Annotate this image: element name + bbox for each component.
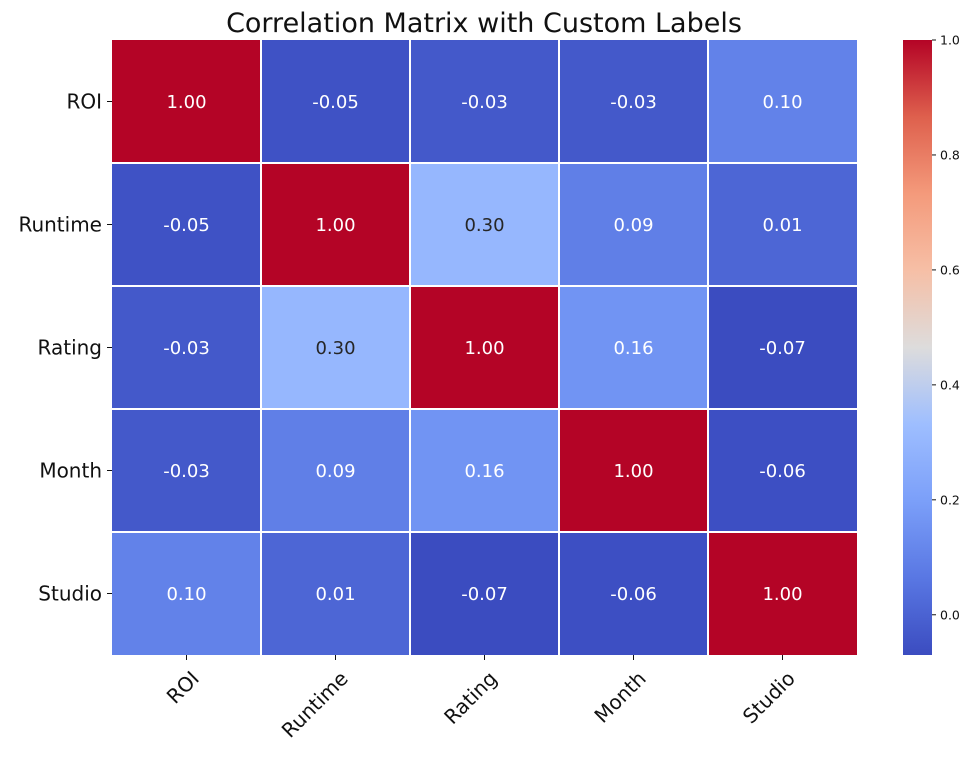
heatmap-cell-label: 1.00 [613, 461, 653, 482]
heatmap-cell-label: 0.16 [613, 338, 653, 359]
x-tick-label: ROI [162, 666, 204, 708]
x-tick-label: Runtime [277, 666, 353, 742]
heatmap-cell-roi-month [559, 40, 708, 163]
heatmap-cell-rating-studio [708, 286, 857, 409]
heatmap-cell-label: 0.09 [315, 461, 355, 482]
heatmap-cell-label: 1.00 [166, 92, 206, 113]
heatmap-cell-runtime-studio [708, 163, 857, 286]
heatmap-cell-rating-runtime [261, 286, 410, 409]
heatmap-cell-month-roi [112, 409, 261, 532]
colorbar: 0.0 0.2 0.4 0.6 0.8 1.0 [903, 33, 960, 655]
heatmap-cell-runtime-roi [112, 163, 261, 286]
heatmap-cell-month-month [559, 409, 708, 532]
heatmap-cell-label: -0.05 [312, 92, 359, 113]
heatmap-cell-label: 0.16 [464, 461, 504, 482]
heatmap-cell-label: -0.07 [759, 338, 806, 359]
chart-title: Correlation Matrix with Custom Labels [226, 8, 742, 39]
heatmap-cell-studio-studio [708, 532, 857, 655]
heatmap-cell-studio-month [559, 532, 708, 655]
heatmap-cell-label: -0.06 [610, 584, 657, 605]
heatmap-cell-roi-runtime [261, 40, 410, 163]
heatmap-cell-label: 0.01 [762, 215, 802, 236]
heatmap-cell-runtime-month [559, 163, 708, 286]
y-tick-label: Runtime [18, 213, 102, 237]
heatmap-cell-label: -0.03 [461, 92, 508, 113]
colorbar-tick-label: 0.6 [940, 262, 960, 277]
colorbar-tick-label: 1.0 [940, 33, 960, 48]
heatmap-cell-studio-roi [112, 532, 261, 655]
heatmap-cells [112, 40, 857, 655]
y-axis: ROI Runtime Rating Month Studio [18, 90, 112, 606]
heatmap-cell-label: 0.30 [315, 338, 355, 359]
colorbar-tick-label: 0.0 [940, 607, 960, 622]
colorbar-tick-label: 0.4 [940, 377, 960, 392]
heatmap-cell-label: 0.10 [166, 584, 206, 605]
heatmap-cell-label: 0.10 [762, 92, 802, 113]
x-tick-label: Month [589, 666, 650, 727]
heatmap-cell-label: 1.00 [315, 215, 355, 236]
heatmap-cell-label: -0.03 [163, 338, 210, 359]
heatmap-cell-roi-roi [112, 40, 261, 163]
heatmap-cell-label: 0.01 [315, 584, 355, 605]
y-tick-label: ROI [66, 90, 102, 114]
heatmap-cell-roi-studio [708, 40, 857, 163]
y-tick-label: Studio [38, 582, 102, 606]
heatmap-cell-month-rating [410, 409, 559, 532]
colorbar-tick-label: 0.8 [940, 147, 960, 162]
heatmap-cell-month-studio [708, 409, 857, 532]
heatmap-cell-rating-roi [112, 286, 261, 409]
colorbar-ticks: 0.0 0.2 0.4 0.6 0.8 1.0 [932, 33, 960, 622]
heatmap-cell-label: -0.06 [759, 461, 806, 482]
y-tick-label: Rating [38, 336, 102, 360]
colorbar-gradient [903, 40, 932, 655]
heatmap-cell-label: -0.03 [610, 92, 657, 113]
heatmap-cell-label: 0.09 [613, 215, 653, 236]
heatmap-cell-label: 1.00 [762, 584, 802, 605]
heatmap-cell-rating-month [559, 286, 708, 409]
heatmap-cell-month-runtime [261, 409, 410, 532]
heatmap-cell-label: -0.07 [461, 584, 508, 605]
heatmap-cell-label: -0.03 [163, 461, 210, 482]
heatmap-cell-rating-rating [410, 286, 559, 409]
heatmap-cell-roi-rating [410, 40, 559, 163]
heatmap-cell-studio-runtime [261, 532, 410, 655]
heatmap-cell-label: 1.00 [464, 338, 504, 359]
colorbar-tick-label: 0.2 [940, 492, 960, 507]
x-axis: ROI Runtime Rating Month Studio [162, 655, 800, 742]
heatmap-cell-runtime-runtime [261, 163, 410, 286]
y-tick-label: Month [39, 459, 102, 483]
heatmap-cell-runtime-rating [410, 163, 559, 286]
heatmap-cell-label: -0.05 [163, 215, 210, 236]
x-tick-label: Studio [738, 666, 800, 728]
x-tick-label: Rating [439, 666, 502, 729]
heatmap-cell-label: 0.30 [464, 215, 504, 236]
heatmap-gridlines [112, 40, 857, 655]
heatmap-cell-labels: 1.00 -0.05 -0.03 -0.03 0.10 -0.05 1.00 0.30 0.09… [163, 92, 806, 605]
heatmap-cell-studio-rating [410, 532, 559, 655]
